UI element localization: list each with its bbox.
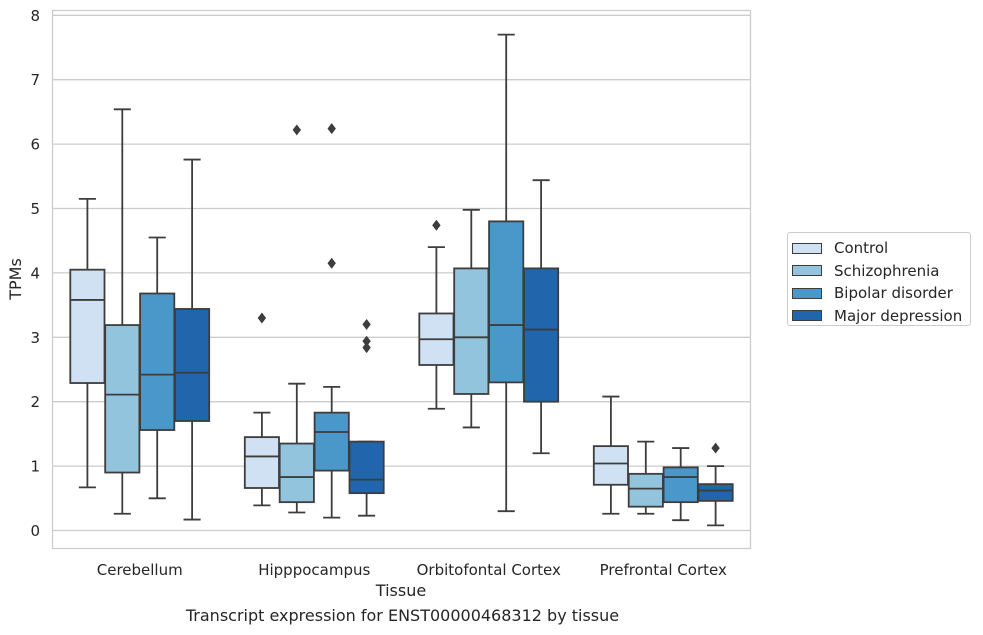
x-tick-label: Cerebellum [97,561,183,579]
x-axis-label: Tissue [375,581,426,600]
y-tick-label: 3 [30,329,40,347]
plot-background [52,10,751,549]
y-tick-label: 8 [30,7,40,25]
y-tick-label: 1 [30,458,40,476]
box-iqr [592,445,629,486]
box-control [418,219,455,410]
box-iqr [697,483,734,502]
legend-label: Control [834,239,889,258]
box-iqr [174,308,211,422]
box-bipolar-disorder [662,447,699,522]
box-bipolar-disorder [488,33,525,513]
legend: Control Schizophrenia Bipolar disorder Majo… [787,232,971,326]
x-tick-label: Hipppocampus [258,561,370,579]
box-iqr [348,440,385,495]
box-iqr [488,220,525,384]
y-tick-label: 6 [30,136,40,154]
box-iqr [313,411,350,472]
box-bipolar-disorder [139,236,176,500]
plot-frame [51,9,752,550]
outlier-point [257,312,267,324]
box-iqr [69,268,106,384]
legend-label: Schizophrenia [834,261,940,280]
y-tick-label: 0 [30,522,40,540]
box-iqr [278,442,315,504]
box-major-depression [697,442,734,527]
box-iqr [139,292,176,431]
legend-label: Major depression [834,306,963,325]
outlier-point [292,124,301,136]
box-iqr [627,472,664,508]
legend-label: Bipolar disorder [834,284,953,303]
x-tick-labels: Cerebellum Hipppocampus Orbitofontal Corte… [97,561,727,579]
box-bipolar-disorder [313,123,350,519]
legend-swatch [792,287,822,299]
x-tick-label: Orbitofontal Cortex [417,561,561,579]
chart-caption: Transcript expression for ENST0000046831… [185,606,620,625]
outlier-point [362,335,371,347]
box-iqr [453,267,490,395]
y-tick-label: 5 [30,200,40,218]
outlier-point [432,219,441,231]
box-iqr [243,436,280,489]
outlier-point [327,257,336,269]
y-axis-label: TPMs [6,258,25,301]
box-schizophrenia [627,440,664,515]
outlier-point [362,342,371,354]
box-major-depression [174,158,211,521]
legend-swatch [792,265,822,277]
box-iqr [523,267,560,403]
box-iqr [104,324,141,474]
box-schizophrenia [278,124,315,514]
y-tick-label: 7 [30,71,40,89]
box-major-depression [523,179,560,455]
box-schizophrenia [453,208,490,429]
legend-item: Major depression [792,305,970,328]
box-schizophrenia [104,108,141,515]
legend-item: Control [792,237,970,260]
y-tick-label: 4 [30,264,40,282]
box-major-depression [348,318,385,517]
x-tick-label: Prefrontal Cortex [600,561,727,579]
boxes [69,33,734,527]
legend-item: Schizophrenia [792,260,970,283]
box-control [69,197,106,489]
outlier-point [711,442,720,454]
box-iqr [662,466,699,504]
legend-swatch [792,310,822,322]
outlier-point [327,123,336,135]
box-control [592,395,629,515]
legend-item: Bipolar disorder [792,282,970,305]
y-tick-label: 2 [30,393,40,411]
legend-swatch [792,242,822,254]
outlier-point [362,318,371,330]
y-tick-labels: 0 1 2 3 4 5 6 7 8 [30,7,40,540]
